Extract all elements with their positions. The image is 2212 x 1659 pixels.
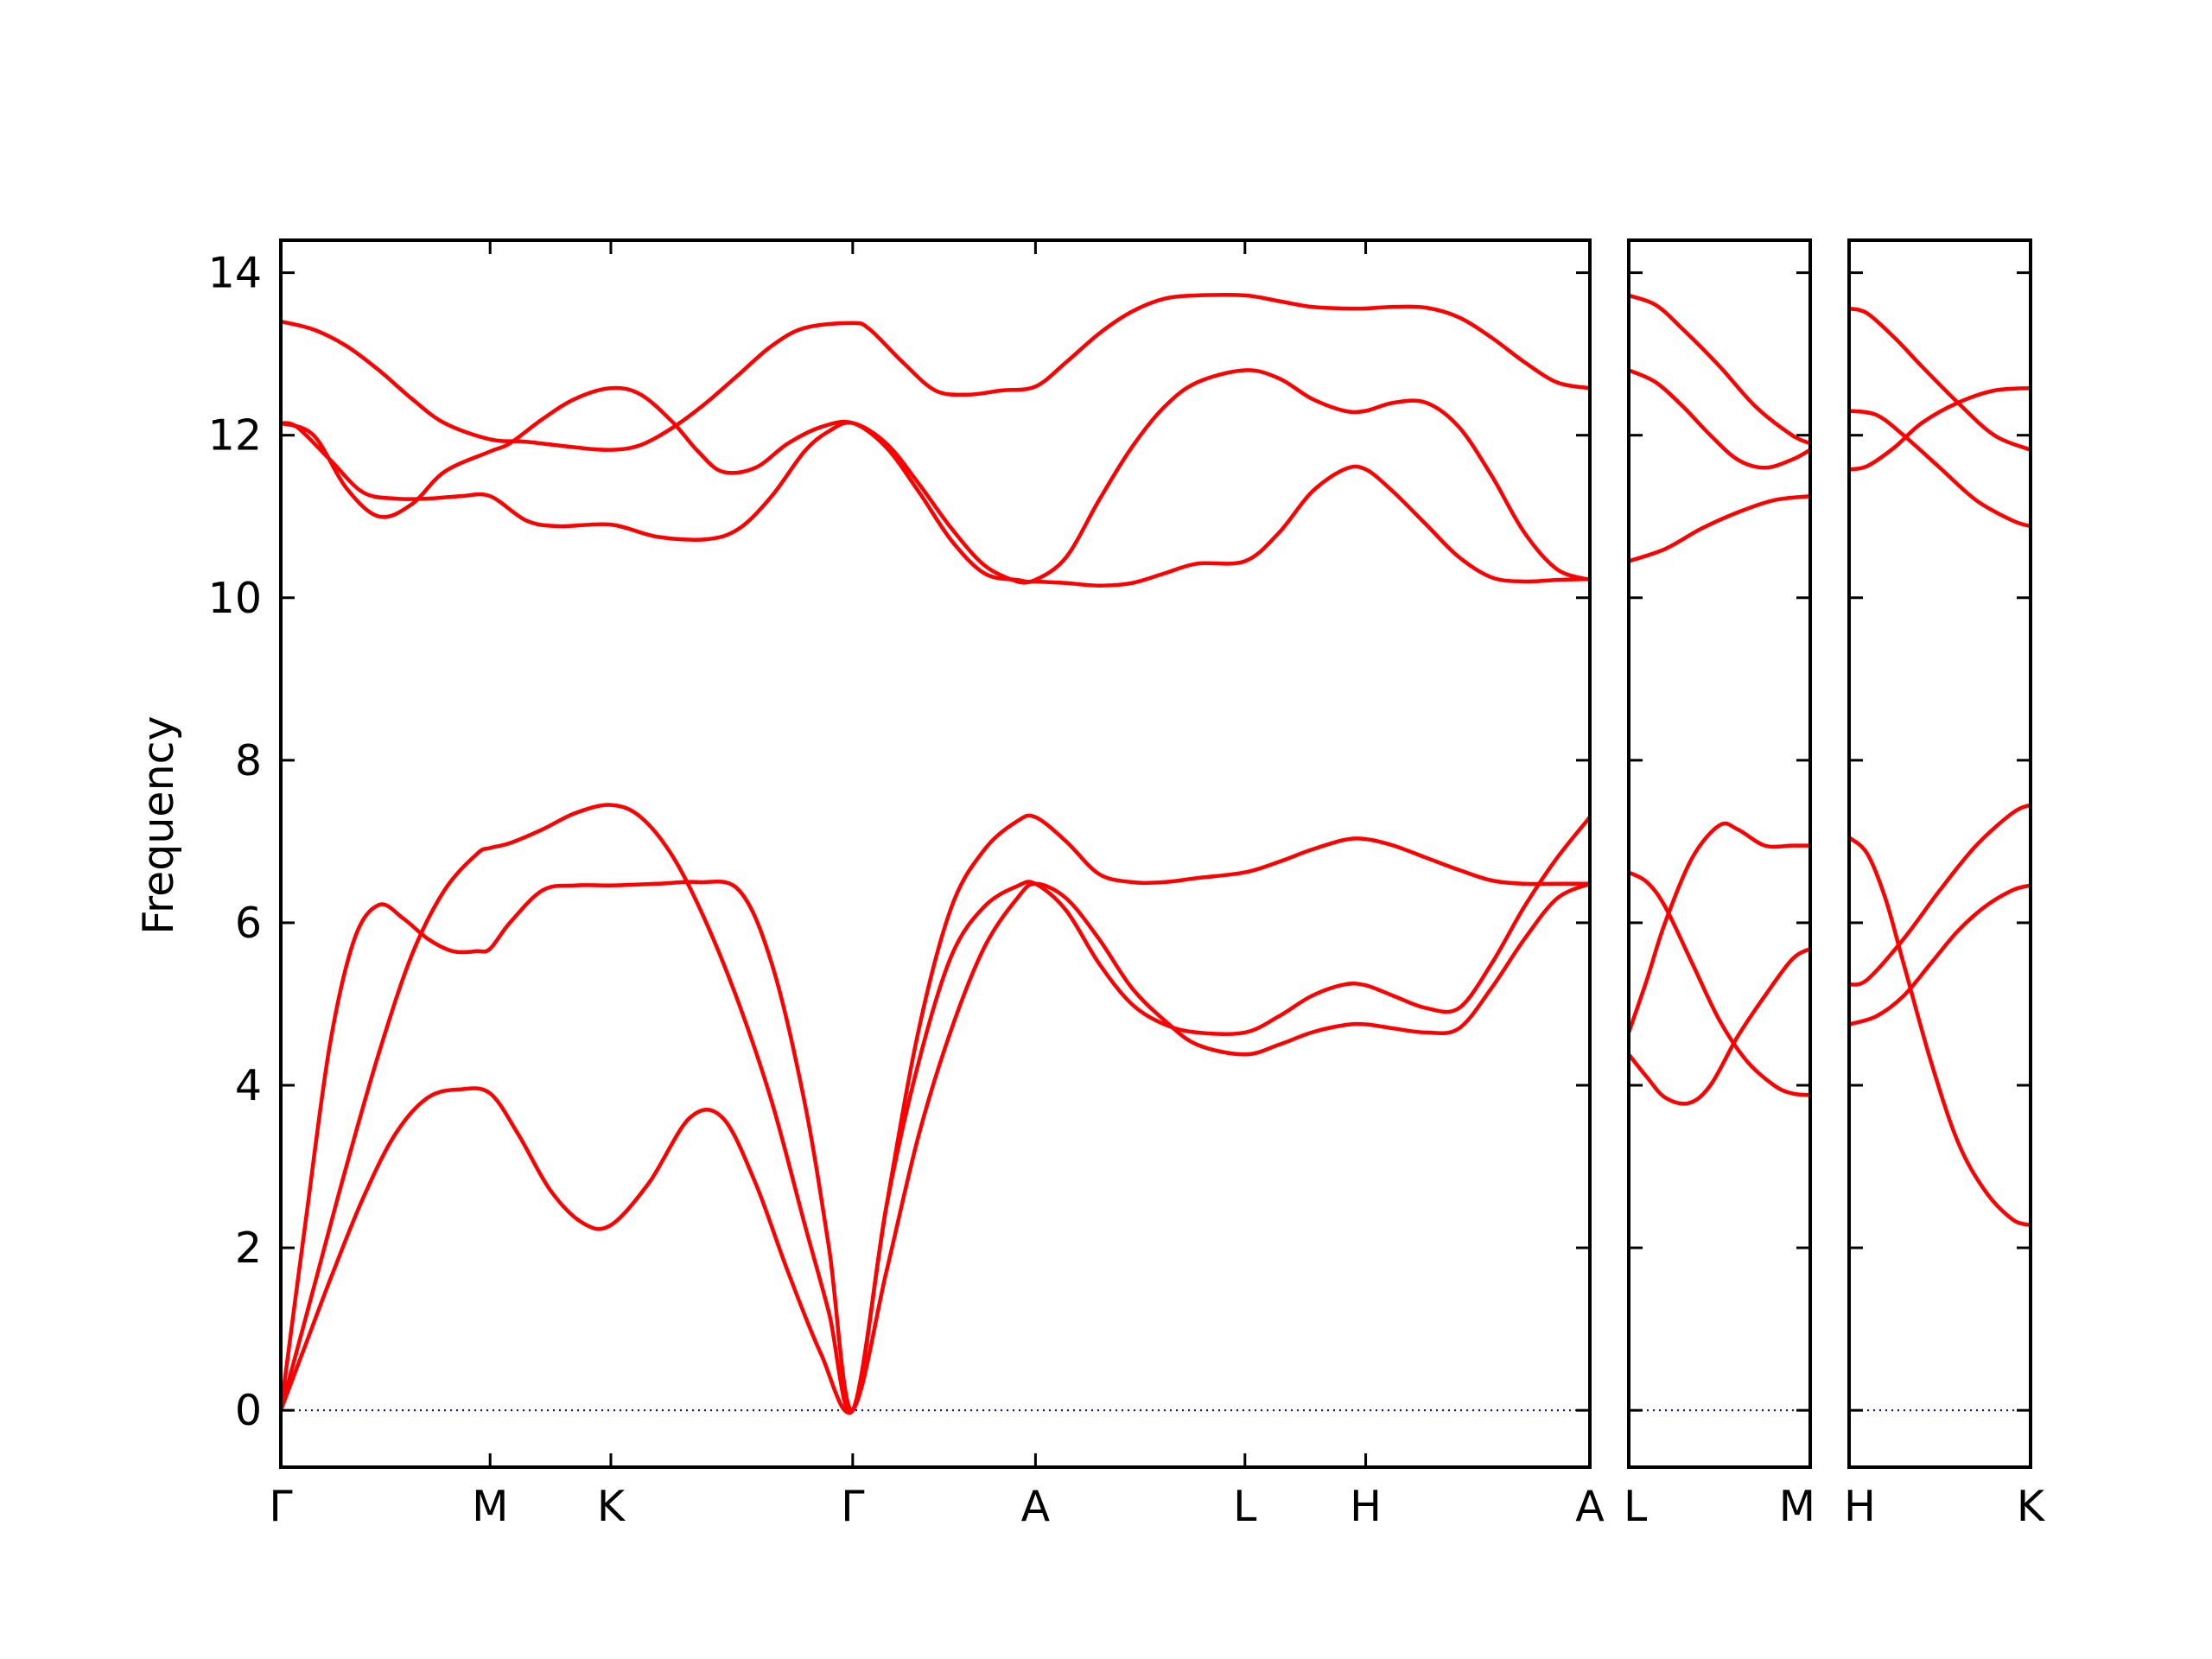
band-5: [1629, 368, 1810, 470]
y-tick-label: 2: [235, 1224, 262, 1273]
band-3: [281, 803, 1590, 1415]
band-5: [281, 368, 1590, 584]
y-tick-label: 10: [208, 574, 262, 623]
y-tick-label: 6: [235, 899, 262, 948]
band-2: [1629, 821, 1810, 1035]
x-tick-label: L: [1624, 1482, 1648, 1531]
band-6: [1849, 306, 2031, 452]
band-2: [281, 815, 1590, 1413]
x-tick-label: H: [1350, 1482, 1382, 1531]
band-4: [1629, 493, 1810, 563]
x-tick-label: Γ: [841, 1482, 865, 1531]
y-tick-label: 0: [235, 1386, 262, 1435]
x-tick-label: A: [1575, 1482, 1605, 1531]
band-3: [1849, 803, 2031, 987]
x-tick-label: M: [1779, 1482, 1815, 1531]
band-6: [281, 293, 1590, 452]
x-tick-label: L: [1233, 1482, 1257, 1531]
band-5: [1849, 409, 2031, 529]
band-2: [1849, 883, 2031, 1027]
y-axis-title: Frequency: [134, 715, 183, 934]
panel-1: 0 2 4 6 8 10 12 14 Γ M K Γ A L H A: [208, 238, 1605, 1531]
plot-frame: [1627, 238, 1812, 1469]
bands: [281, 293, 1590, 1415]
band-4: [1849, 385, 2031, 472]
x-tick-label: M: [472, 1482, 508, 1531]
bands: [1629, 293, 1810, 1106]
band-1: [1629, 946, 1810, 1106]
x-tick-label: K: [597, 1482, 626, 1531]
plot-frame: [279, 238, 1592, 1469]
band-1: [1849, 835, 2031, 1228]
x-tick-label: A: [1021, 1482, 1051, 1531]
x-tick-label: K: [2017, 1482, 2046, 1531]
band-1: [281, 881, 1590, 1415]
band-4: [281, 420, 1590, 588]
x-tick-label: H: [1844, 1482, 1876, 1531]
bands: [1849, 306, 2031, 1228]
band-3: [1629, 870, 1810, 1097]
y-tick-label: 8: [235, 736, 262, 785]
y-tick-label: 12: [208, 411, 262, 461]
plot-frame: [1847, 238, 2032, 1469]
x-tick-label: Γ: [269, 1482, 293, 1531]
band-6: [1629, 293, 1810, 446]
y-tick-label: 4: [235, 1061, 262, 1110]
y-tick-label: 14: [208, 249, 262, 298]
